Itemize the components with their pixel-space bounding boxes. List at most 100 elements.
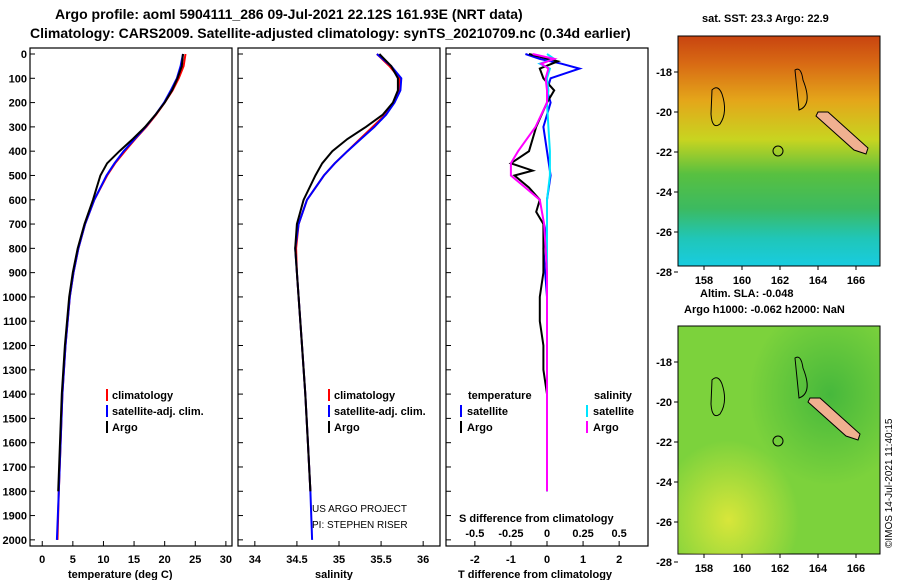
s-tick-label: 0.5 (611, 528, 626, 540)
y-tick-label: 800 (9, 243, 27, 255)
map-x-tick-label: 158 (695, 275, 713, 287)
y-tick-label: 1700 (3, 462, 27, 474)
y-tick-label: 300 (9, 122, 27, 134)
y-tick-label: 1200 (3, 341, 27, 353)
argo-position-marker (772, 145, 784, 157)
y-tick-label: 700 (9, 219, 27, 231)
island-outline (794, 356, 808, 399)
map-y-tick-label: -22 (656, 147, 672, 159)
x-tick-label: 10 (97, 554, 109, 566)
x-tick-label: 0 (39, 554, 45, 566)
x-tick-label: 35.5 (370, 554, 391, 566)
s-tick-label: 0 (544, 528, 550, 540)
imos-credit: ©IMOS 14-Jul-2021 11:40:15 (884, 418, 895, 548)
temperature-x-label: temperature (deg C) (68, 569, 173, 580)
map-x-tick-label: 162 (771, 563, 789, 575)
legend-s-satellite-label: satellite (593, 406, 634, 418)
x-tick-label: 15 (128, 554, 140, 566)
x-tick-label: 36 (417, 554, 429, 566)
island-outline (710, 87, 726, 127)
legend-satellite-label: satellite-adj. clim. (112, 406, 204, 418)
map-x-tick-label: 164 (809, 563, 828, 575)
temperature-legend: climatology satellite-adj. clim. Argo (106, 389, 204, 434)
map-x-tick-label: 162 (771, 275, 789, 287)
difference-s-label: S difference from climatology (459, 513, 615, 525)
x-tick-label: 34 (249, 554, 262, 566)
y-tick-label: 500 (9, 170, 27, 182)
x-tick-label: 25 (189, 554, 201, 566)
x-tick-label: 1 (580, 554, 586, 566)
figure-title-line1: Argo profile: aoml 5904111_286 09-Jul-20… (55, 6, 523, 22)
sst-map-field (677, 35, 881, 267)
map-y-tick-label: -28 (656, 557, 672, 569)
x-tick-label: 0 (544, 554, 550, 566)
x-tick-label: 5 (70, 554, 76, 566)
salinity-panel (237, 47, 441, 547)
x-tick-label: 35 (333, 554, 345, 566)
new-caledonia-landmass (807, 397, 861, 441)
legend-climatology-label: climatology (112, 390, 174, 402)
map-y-tick-label: -26 (656, 227, 672, 239)
y-tick-label: 1100 (3, 316, 27, 328)
difference-x-label: T difference from climatology (458, 569, 613, 580)
y-tick-label: 100 (9, 73, 27, 85)
y-tick-label: 600 (9, 195, 27, 207)
argo-position-marker (772, 435, 784, 447)
legend-temperature-title: temperature (468, 390, 532, 402)
map-y-tick-label: -18 (656, 67, 672, 79)
credit-project: US ARGO PROJECT (312, 504, 407, 515)
y-tick-label: 1500 (3, 413, 27, 425)
y-tick-label: 2000 (3, 535, 27, 547)
map-y-tick-label: -24 (656, 477, 673, 489)
x-tick-label: -1 (506, 554, 516, 566)
legend-argo-label: Argo (334, 422, 360, 434)
map-x-tick-label: 164 (809, 275, 828, 287)
series-line-argo (294, 53, 399, 492)
y-tick-label: 1000 (3, 292, 27, 304)
map-y-tick-label: -20 (656, 107, 672, 119)
s-tick-label: 0.25 (572, 528, 593, 540)
y-tick-label: 1800 (3, 486, 27, 498)
salinity-x-label: salinity (315, 569, 354, 580)
figure-title-line2: Climatology: CARS2009. Satellite-adjuste… (30, 25, 631, 41)
sla-map-field-green (678, 326, 880, 554)
legend-s-argo-label: Argo (593, 422, 619, 434)
series-line-s-argo (509, 53, 558, 492)
y-tick-label: 1300 (3, 365, 27, 377)
map-x-tick-label: 160 (733, 275, 751, 287)
map-x-tick-label: 160 (733, 563, 751, 575)
s-tick-label: -0.5 (465, 528, 484, 540)
legend-salinity-title: salinity (594, 390, 633, 402)
y-tick-label: 1400 (3, 389, 27, 401)
s-tick-label: -0.25 (498, 528, 523, 540)
legend-argo-label: Argo (112, 422, 138, 434)
map-y-tick-label: -28 (656, 267, 672, 279)
sla-map-title-line2: Argo h1000: -0.062 h2000: NaN (684, 304, 845, 316)
y-tick-label: 1900 (3, 511, 27, 523)
series-line-argo (57, 53, 184, 492)
map-y-tick-label: -24 (656, 187, 673, 199)
y-tick-label: 0 (21, 49, 27, 61)
map-y-tick-label: -20 (656, 397, 672, 409)
sla-map-ticks: 158 160 162 164 166 -18 -20 -22 -24 -26 -28 (656, 357, 865, 575)
sla-map (677, 325, 881, 555)
x-tick-label: 20 (159, 554, 171, 566)
sst-map-ticks: 158 160 162 164 166 -18 -20 -22 -24 -26 -28 (656, 67, 865, 287)
y-tick-label: 900 (9, 268, 27, 280)
map-x-tick-label: 166 (847, 275, 865, 287)
map-y-tick-label: -18 (656, 357, 672, 369)
temperature-panel (29, 47, 233, 547)
map-x-tick-label: 166 (847, 563, 865, 575)
sla-map-title-line1: Altim. SLA: -0.048 (700, 288, 794, 300)
x-tick-label: -2 (470, 554, 480, 566)
temperature-chart: 0100200300400500600700800900100011001200… (3, 49, 232, 566)
map-y-tick-label: -22 (656, 437, 672, 449)
map-x-tick-label: 158 (695, 563, 713, 575)
legend-satellite-label: satellite-adj. clim. (334, 406, 426, 418)
sst-map-title: sat. SST: 23.3 Argo: 22.9 (702, 13, 829, 25)
salinity-chart: 34 34.5 35 35.5 36 (238, 53, 429, 566)
sst-map (677, 35, 881, 267)
y-tick-label: 200 (9, 98, 27, 110)
credit-pi: PI: STEPHEN RISER (312, 520, 408, 531)
